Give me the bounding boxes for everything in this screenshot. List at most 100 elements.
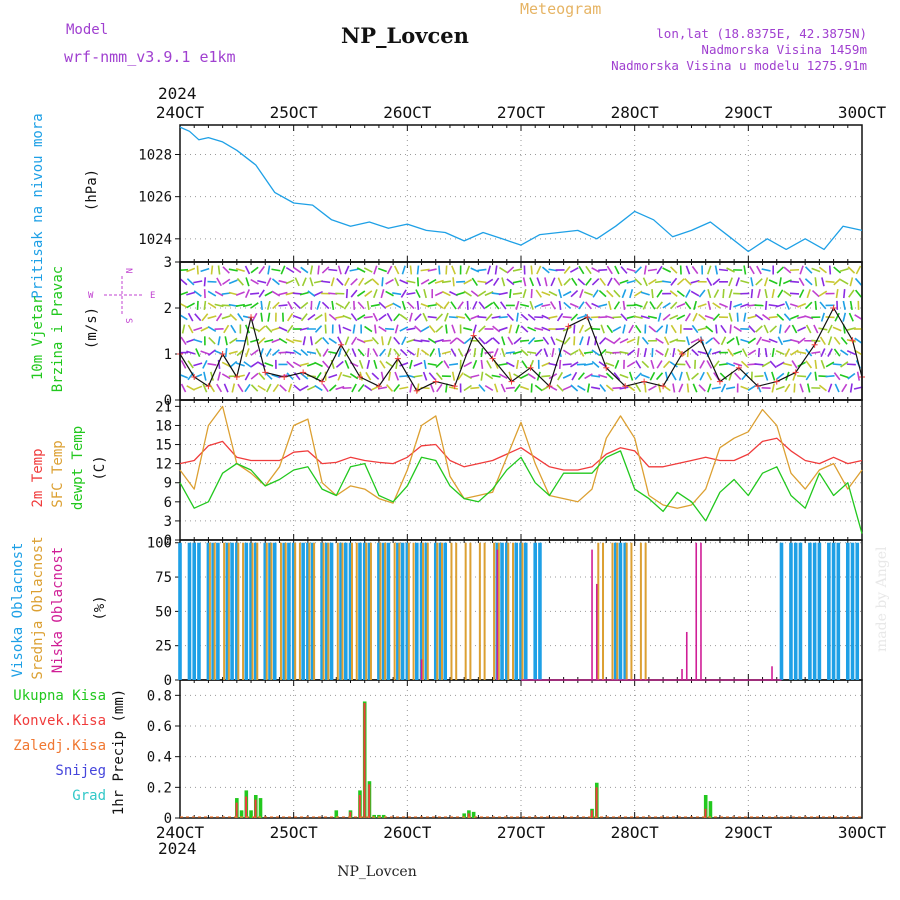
- wind-arrow: [399, 362, 409, 367]
- wind-arrow: [217, 265, 221, 275]
- wind-arrow: [505, 351, 515, 354]
- wind-arrow: [300, 266, 309, 274]
- wind-arrow: [228, 350, 238, 355]
- wind-arrow: [501, 336, 506, 346]
- high-cloud-bar: [216, 542, 220, 680]
- cloud-axis-label-3: Niska Oblacnost: [50, 547, 66, 673]
- wind-arrow: [434, 279, 444, 284]
- wind-arrow: [350, 278, 358, 286]
- legend-total: Ukupna Kisa: [13, 688, 106, 704]
- wind-arrow: [530, 265, 533, 275]
- high-cloud-bar: [405, 542, 410, 680]
- wind-arrow: [271, 290, 281, 297]
- mid-cloud-bar: [208, 542, 211, 680]
- pressure-unit: (hPa): [84, 169, 100, 211]
- wind-arrow: [357, 383, 365, 393]
- wind-arrow: [422, 312, 428, 322]
- wind-arrow: [698, 384, 706, 392]
- wind-arrow: [529, 277, 535, 287]
- y-tick-label: 0.6: [147, 719, 172, 735]
- wind-arrow: [820, 359, 826, 369]
- mid-cloud-bar: [365, 542, 368, 680]
- wind-arrow: [577, 385, 586, 391]
- wind-arrow: [747, 384, 757, 392]
- wind-arrow: [647, 268, 657, 272]
- wind-arrow: [684, 301, 692, 310]
- cloud-axis-label: Visoka Oblacnost: [10, 543, 26, 678]
- wind-arrow: [832, 363, 842, 366]
- mid-cloud-bar: [469, 542, 472, 680]
- wind-arrow: [805, 372, 812, 381]
- wind-arrow: [477, 290, 487, 297]
- wind-arrow: [563, 278, 571, 286]
- wind-arrow: [606, 277, 613, 287]
- wind-arrow: [187, 324, 194, 334]
- low-cloud-bar: [700, 542, 702, 680]
- wind-arrow: [271, 326, 281, 332]
- legend-snow: Snijeg: [55, 763, 106, 779]
- wind-arrow: [641, 336, 649, 345]
- wind-arrow: [498, 291, 508, 296]
- wind-arrow: [613, 372, 621, 381]
- wind-arrow: [429, 348, 436, 357]
- wind-arrow: [789, 280, 800, 283]
- wind-arrow: [620, 313, 628, 322]
- wind-arrow: [662, 302, 671, 309]
- wind-arrow: [591, 360, 600, 368]
- wind-arrow: [221, 361, 231, 368]
- wind-arrow: [627, 384, 636, 392]
- wind-arrow: [799, 383, 804, 393]
- wind-arrow: [316, 300, 321, 310]
- high-cloud-bar: [358, 542, 362, 680]
- wind-arrow: [463, 361, 473, 368]
- wind-arrow: [210, 265, 214, 275]
- mid-cloud-bar: [384, 542, 387, 680]
- wind-arrow: [370, 303, 380, 307]
- wind-arrow: [498, 373, 508, 379]
- wind-arrow: [457, 301, 464, 310]
- wind-arrow: [399, 386, 409, 390]
- wind-arrow: [607, 300, 612, 310]
- wind-arrow: [649, 371, 656, 381]
- convective-precip-bar: [245, 796, 248, 818]
- wind-arrow: [400, 289, 407, 298]
- wind-arrow: [314, 337, 323, 345]
- wind-arrow: [357, 290, 366, 297]
- wind-arrow: [562, 385, 572, 391]
- high-cloud-bar: [793, 542, 798, 680]
- wind-arrow: [498, 326, 508, 332]
- wind-arrow: [698, 313, 707, 321]
- wind-arrow: [250, 384, 259, 392]
- wind-arrow: [578, 324, 585, 334]
- high-cloud-bar: [348, 542, 353, 680]
- wind-arrow: [626, 361, 636, 368]
- wind-arrow: [186, 267, 196, 273]
- wind-arrow: [670, 324, 677, 334]
- wind-arrow: [307, 290, 316, 297]
- temp2m-line: [179, 437, 863, 471]
- wind-arrow: [441, 280, 451, 284]
- wind-arrow: [606, 289, 614, 298]
- total-precip-bar: [708, 801, 713, 818]
- wind-arrow: [371, 278, 380, 286]
- wind-arrow: [669, 266, 678, 274]
- wind-arrow: [364, 325, 373, 333]
- wind-arrow: [463, 337, 472, 345]
- wind-arrow: [778, 324, 782, 334]
- wind-arrow: [464, 313, 472, 322]
- wind-arrow: [516, 312, 519, 322]
- wind-arrow: [797, 375, 807, 378]
- high-cloud-bar: [519, 542, 523, 680]
- wind-arrow: [393, 348, 401, 357]
- plot-area: 1024102610280123036912151821025507510000…: [138, 103, 886, 842]
- wind-arrow: [686, 383, 690, 393]
- wind-arrow: [499, 266, 508, 274]
- wind-arrow: [285, 351, 295, 354]
- wind-arrow: [428, 372, 436, 381]
- wind-arrow: [558, 289, 563, 299]
- high-cloud-bar: [320, 542, 324, 680]
- wind-arrow: [501, 277, 506, 287]
- wind-arrow: [557, 371, 564, 381]
- wind-arrow: [317, 265, 320, 275]
- wind-arrow: [187, 360, 194, 369]
